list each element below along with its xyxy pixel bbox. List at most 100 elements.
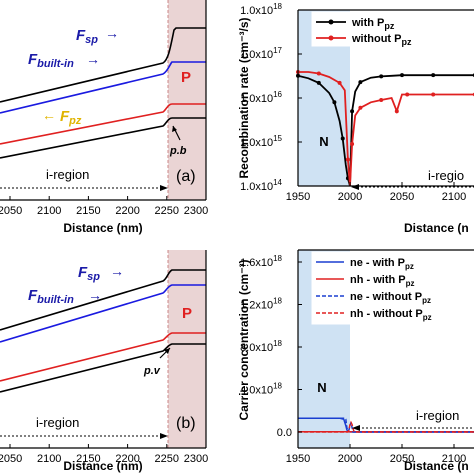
panel-a-f-builtin-arrow: →: [86, 51, 100, 67]
carrier-legend-label: ne - without Ppz: [350, 291, 431, 305]
recombination-point-1: [394, 109, 399, 114]
recombination-xlabel: Distance (n: [404, 221, 469, 235]
carrier-xtick-label: 2000: [338, 453, 362, 465]
carrier-xtick-label: 2050: [390, 453, 414, 465]
panel-a-band-red: [0, 103, 206, 145]
panel-b-band-blue: [0, 284, 206, 343]
panel-b-f-sp: Fsp: [78, 264, 100, 283]
carrier-n-label: N: [317, 380, 326, 395]
panel-a-f-sp-arrow: →: [105, 25, 119, 41]
recombination-i-region: i-regio: [428, 168, 464, 183]
panel-b-f-sp-arrow: →: [110, 263, 124, 279]
panel-a-xtick-label: 2300: [184, 205, 208, 217]
panel-b-xtick-label: 2200: [115, 453, 139, 465]
recombination-point-0: [379, 74, 384, 79]
panel-b-band-black: [0, 269, 206, 331]
panel-a-xtick-label: 2100: [37, 205, 61, 217]
recombination-point-0: [340, 136, 345, 141]
panel-b-label: (b): [176, 415, 196, 432]
recombination-point-0: [400, 73, 404, 78]
recombination-legend-label: without Ppz: [351, 33, 412, 47]
recombination-chart: 1.0x1014 1.0x1015 1.0x1016 1.0x1017 1.0x1018…: [237, 2, 474, 235]
carrier-xlabel: Distance (n: [404, 459, 469, 473]
carrier-legend-label: nh - with Ppz: [350, 274, 415, 288]
recombination-point-1: [350, 142, 355, 147]
carrier-ytick-label: 8.0x1018: [240, 339, 282, 354]
recombination-legend: with Ppz without Ppz: [311, 11, 473, 47]
panel-b-xtick-label: 2150: [76, 453, 100, 465]
carrier-legend-label: nh - without Ppz: [350, 308, 432, 322]
carrier-series-2: [298, 417, 474, 433]
panel-b: Fsp → Fbuilt-in → P p.v (b) i-region 205…: [0, 250, 208, 473]
carrier-chart: 0.0 4.0x1018 8.0x1018 1.2x1018 1.6x1018 1950…: [237, 249, 474, 473]
recombination-legend-box: [311, 11, 473, 47]
panel-a: Fsp → Fbuilt-in → ← Fpz P p.b (a) i-regi…: [0, 0, 208, 235]
recombination-point-0: [332, 100, 337, 105]
panel-a-i-region: i-region: [46, 167, 89, 182]
panel-a-label: (a): [176, 168, 196, 185]
panel-a-f-pz: Fpz: [60, 108, 82, 127]
panel-b-point-label: p.v: [143, 365, 161, 377]
recombination-ytick-label: 1.0x1015: [240, 134, 282, 149]
carrier-xtick-label: 1950: [286, 453, 310, 465]
recombination-point-1: [405, 92, 410, 97]
panel-b-xtick-label: 2100: [37, 453, 61, 465]
panel-a-f-sp: Fsp: [76, 27, 98, 46]
recombination-ytick-label: 1.0x1018: [240, 2, 282, 17]
panel-a-point-label: p.b: [169, 145, 187, 157]
carrier-xtick-label: 2100: [442, 453, 466, 465]
carrier-i-region: i-region: [416, 408, 459, 423]
recombination-legend-marker: [328, 35, 334, 41]
recombination-legend-label: with Ppz: [351, 17, 395, 31]
recombination-point-1: [379, 98, 384, 103]
panel-a-band-blue: [0, 61, 206, 114]
recombination-point-1: [337, 80, 342, 85]
recombination-xtick-label: 2100: [442, 191, 466, 203]
panel-b-i-region: i-region: [36, 415, 79, 430]
panel-b-xtick-label: 2250: [155, 453, 179, 465]
recombination-xtick-label: 1950: [286, 191, 310, 203]
panel-a-p-label: P: [181, 69, 191, 86]
panel-a-p-region: [168, 0, 206, 200]
panel-b-f-builtin-arrow: →: [88, 287, 102, 303]
recombination-ytick-label: 1.0x1016: [240, 90, 282, 105]
panel-a-band-black: [0, 27, 206, 103]
panel-b-p-region: [168, 250, 206, 448]
panel-b-xlabel: Distance (nm): [63, 459, 142, 473]
recombination-ytick-label: 1.0x1014: [240, 178, 282, 193]
recombination-point-0: [316, 80, 321, 85]
carrier-ytick-label: 4.0x1018: [240, 382, 282, 397]
recombination-point-0: [358, 80, 363, 85]
carrier-series-3: [298, 420, 474, 433]
recombination-point-1: [431, 92, 436, 97]
panel-a-f-pz-arrow: ←: [42, 107, 56, 123]
carrier-legend: ne - with Ppz nh - with Ppz ne - without P…: [311, 251, 473, 325]
recombination-point-1: [316, 71, 321, 76]
panel-b-band-red: [0, 332, 206, 382]
recombination-ylabel: Recombination rate (cm⁻³/s): [237, 17, 251, 178]
panel-b-xtick-label: 2300: [184, 453, 208, 465]
panel-a-xtick-label: 2250: [155, 205, 179, 217]
recombination-point-0: [431, 73, 436, 78]
recombination-legend-marker: [328, 19, 334, 25]
recombination-xtick-label: 2050: [390, 191, 414, 203]
carrier-ytick-label: 0.0: [277, 427, 292, 439]
recombination-ytick-label: 1.0x1017: [240, 46, 282, 61]
panel-a-f-builtin: Fbuilt-in: [28, 51, 74, 70]
recombination-xtick-label: 2000: [338, 191, 362, 203]
recombination-point-1: [358, 105, 363, 110]
recombination-point-1: [345, 157, 350, 162]
panel-b-p-label: P: [182, 305, 192, 322]
panel-b-xtick-label: 2050: [0, 453, 22, 465]
carrier-ytick-label: 1.6x1018: [240, 254, 282, 269]
recombination-series-0: [297, 74, 474, 187]
carrier-legend-label: ne - with Ppz: [350, 257, 414, 271]
recombination-point-0: [350, 109, 355, 114]
carrier-legend-box: [311, 251, 473, 325]
carrier-ytick-label: 1.2x1018: [240, 297, 282, 312]
panel-a-xlabel: Distance (nm): [63, 221, 142, 235]
panel-a-band-black-lower: [0, 117, 206, 159]
panel-a-xtick-label: 2050: [0, 205, 22, 217]
panel-b-f-builtin: Fbuilt-in: [28, 287, 74, 306]
